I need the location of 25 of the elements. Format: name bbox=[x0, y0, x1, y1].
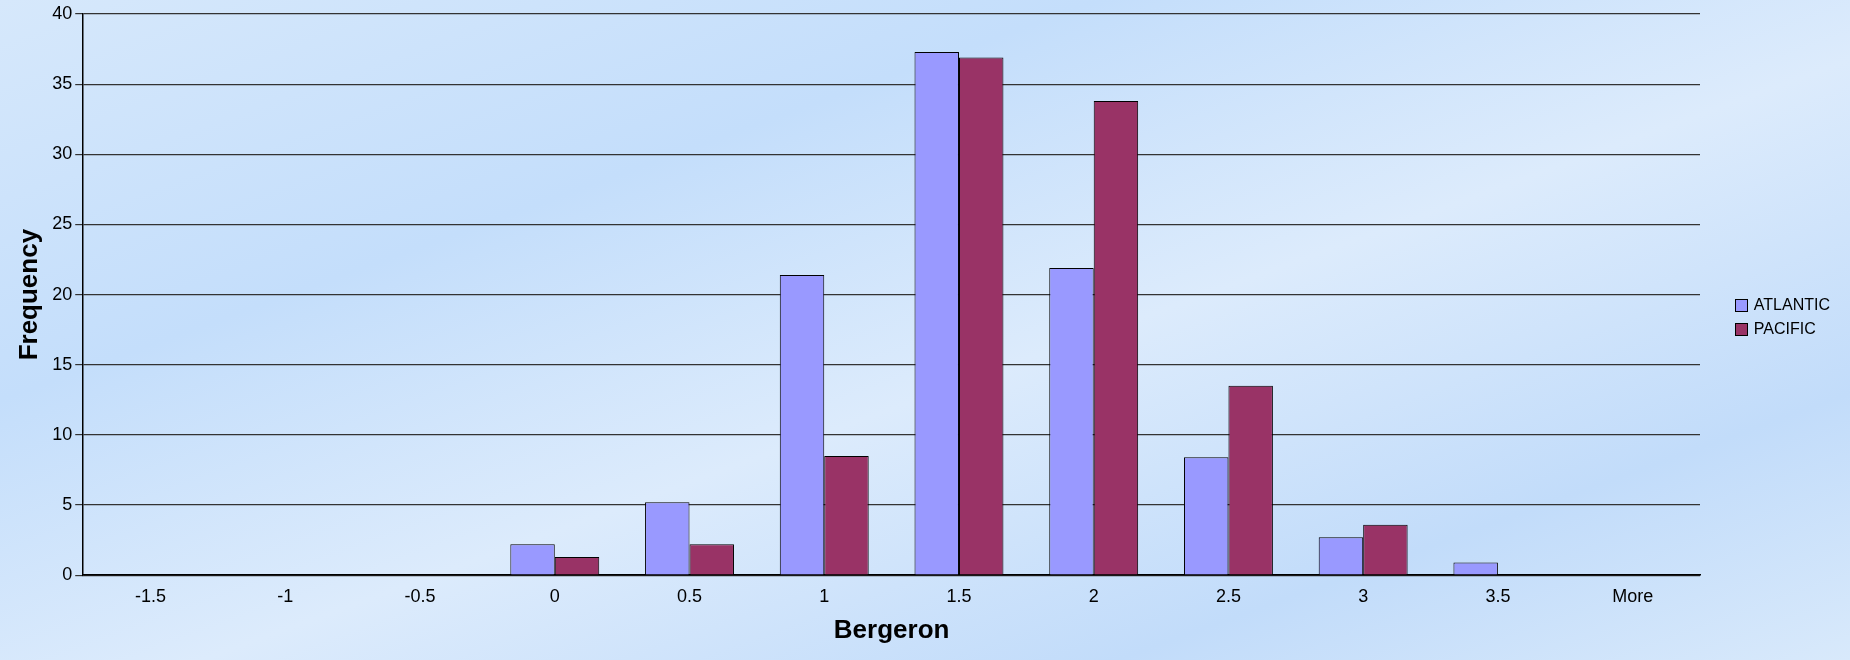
x-tick-label: 1 bbox=[819, 585, 830, 606]
y-tick-label: 20 bbox=[52, 283, 73, 304]
y-axis-title: Frequency bbox=[12, 228, 43, 361]
x-tick-label: 2.5 bbox=[1215, 585, 1241, 606]
y-tick-label: 25 bbox=[52, 213, 73, 234]
x-axis-title: Bergeron bbox=[833, 613, 950, 644]
text: ATLANTIC bbox=[1753, 296, 1830, 314]
x-tick-label: 0.5 bbox=[677, 585, 703, 606]
y-tick-label: 40 bbox=[52, 2, 73, 23]
x-tick-label: 2 bbox=[1088, 585, 1099, 606]
x-tick-label: 0 bbox=[549, 585, 560, 606]
y-tick-label: 35 bbox=[52, 73, 73, 94]
x-tick-label: 1.5 bbox=[946, 585, 972, 606]
y-tick-label: 15 bbox=[52, 353, 73, 374]
x-tick-label: 3 bbox=[1358, 585, 1369, 606]
x-tick-label: 3.5 bbox=[1485, 585, 1511, 606]
x-tick-label: -0.5 bbox=[404, 585, 436, 606]
legend-label: PACIFIC bbox=[1753, 320, 1816, 338]
y-tick-label: 30 bbox=[52, 143, 73, 164]
y-tick-label: 0 bbox=[62, 564, 73, 585]
y-tick-label: 10 bbox=[52, 423, 73, 444]
x-tick-label: More bbox=[1612, 585, 1654, 606]
x-tick-label: -1.5 bbox=[135, 585, 167, 606]
x-tick-label: -1 bbox=[277, 585, 294, 606]
y-tick-label: 5 bbox=[62, 494, 73, 515]
